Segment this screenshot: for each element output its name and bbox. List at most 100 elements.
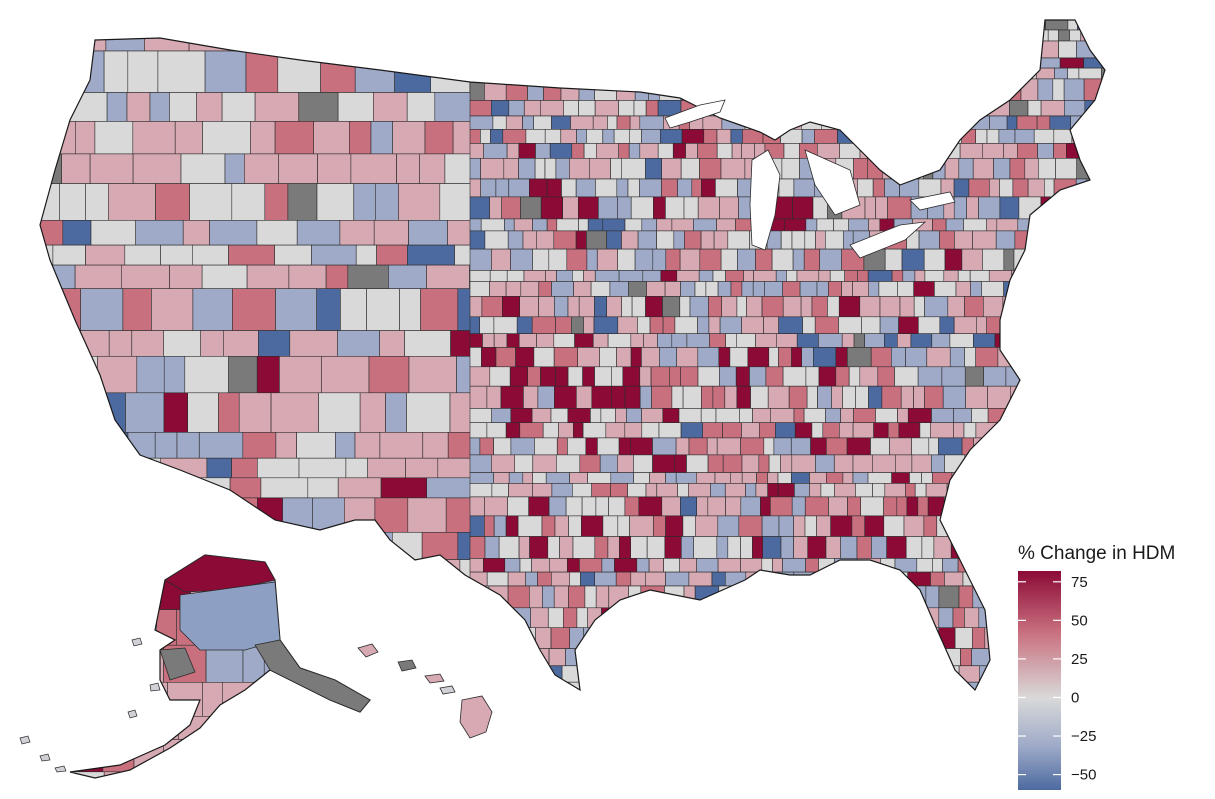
county-cell: [1091, 115, 1102, 130]
county-cell: [756, 472, 768, 484]
county-cell: [548, 248, 568, 271]
county-cell: [519, 422, 544, 439]
county-cell: [505, 115, 523, 130]
county-cell: [105, 627, 130, 670]
county-cell: [40, 264, 76, 290]
county-cell: [1076, 40, 1100, 59]
county-cell: [1018, 483, 1034, 498]
county-cell: [607, 29, 620, 42]
county-cell: [930, 571, 945, 587]
county-cell: [299, 559, 333, 601]
county-cell: [1090, 585, 1105, 609]
county-cell: [689, 296, 709, 318]
county-cell: [1075, 218, 1099, 232]
county-cell: [232, 288, 276, 331]
county-cell: [862, 40, 876, 59]
county-cell: [510, 57, 535, 69]
county-cell: [997, 536, 1014, 559]
county-cell: [631, 665, 652, 683]
county-cell: [580, 571, 595, 587]
county-cell: [359, 392, 386, 433]
county-cell: [533, 347, 555, 368]
county-cell: [861, 316, 881, 334]
county-cell: [394, 50, 432, 93]
county-cell: [645, 483, 657, 498]
county-cell: [599, 454, 618, 473]
county-cell: [568, 515, 582, 537]
county-cell: [747, 681, 769, 690]
county-cell: [680, 158, 700, 180]
county-cell: [715, 178, 738, 198]
county-cell: [469, 333, 483, 348]
county-cell: [788, 665, 802, 683]
county-cell: [617, 196, 632, 220]
county-cell: [355, 555, 370, 571]
county-cell: [372, 92, 408, 122]
county-cell: [828, 29, 840, 42]
county-cell: [1049, 115, 1072, 130]
county-cell: [102, 497, 147, 533]
county-cell: [507, 40, 528, 59]
county-cell: [793, 178, 815, 198]
county-cell: [98, 559, 122, 601]
county-cell: [675, 437, 690, 456]
county-cell: [780, 454, 793, 473]
county-cell: [496, 20, 510, 31]
county-cell: [964, 607, 980, 629]
county-cell: [510, 437, 535, 456]
county-cell: [840, 40, 864, 59]
county-cell: [530, 607, 549, 629]
county-cell: [256, 355, 280, 394]
county-cell: [664, 281, 681, 297]
county-cell: [684, 607, 699, 629]
county-cell: [30, 697, 59, 721]
county-cell: [562, 20, 587, 31]
county-cell: [469, 100, 492, 117]
county-cell: [469, 218, 482, 232]
county-cell: [70, 739, 104, 773]
county-cell: [545, 270, 557, 282]
county-cell: [1078, 67, 1102, 80]
county-cell: [661, 496, 681, 517]
county-cell: [717, 515, 740, 537]
county-cell: [1094, 316, 1105, 334]
county-cell: [345, 599, 372, 628]
county-cell: [40, 183, 60, 221]
county-cell: [702, 78, 727, 101]
county-cell: [488, 585, 509, 609]
county-cell: [604, 57, 619, 69]
county-cell: [860, 496, 884, 517]
county-cell: [968, 57, 988, 69]
county-cell: [532, 472, 547, 484]
county-cell: [730, 129, 743, 144]
county-cell: [606, 296, 623, 318]
county-cell: [752, 408, 771, 423]
county-cell: [296, 220, 341, 246]
county-cell: [693, 218, 717, 232]
county-cell: [819, 248, 843, 271]
county-cell: [973, 333, 996, 348]
county-cell: [738, 665, 757, 683]
county-cell: [982, 78, 1004, 101]
county-cell: [196, 92, 223, 122]
county-cell: [333, 715, 362, 740]
county-cell: [1099, 347, 1105, 368]
county-cell: [610, 483, 628, 498]
county-cell: [353, 609, 370, 646]
county-cell: [583, 627, 606, 649]
county-cell: [489, 366, 511, 387]
county-cell: [962, 472, 985, 484]
county-cell: [129, 627, 159, 670]
county-cell: [715, 627, 736, 649]
county-cell: [218, 392, 240, 433]
county-cell: [740, 78, 759, 101]
county-cell: [986, 316, 1002, 334]
county-cell: [777, 483, 795, 498]
county-cell: [1019, 408, 1044, 423]
county-cell: [921, 472, 933, 484]
county-cell: [866, 158, 883, 180]
county-cell: [637, 316, 651, 334]
county-cell: [801, 347, 814, 368]
county-cell: [285, 20, 312, 52]
county-cell: [1045, 20, 1069, 31]
